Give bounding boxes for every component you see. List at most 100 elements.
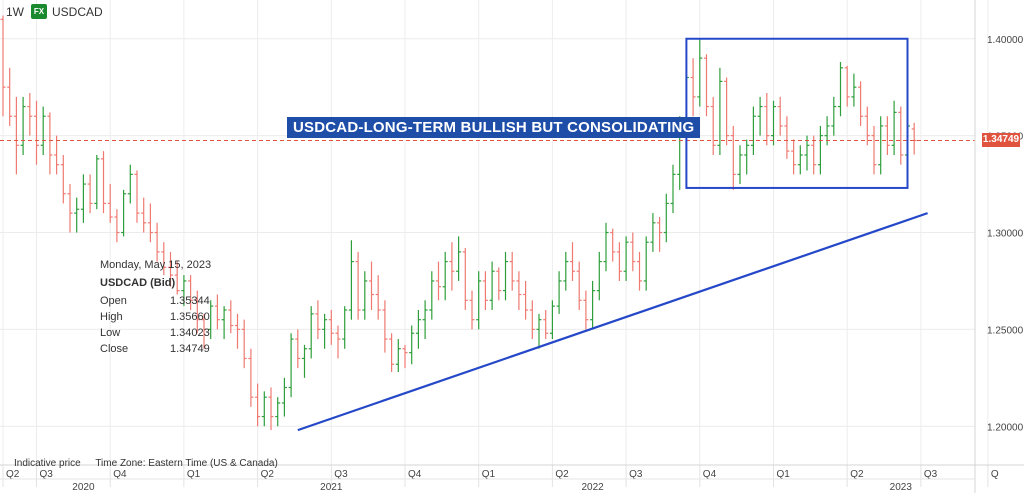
current-price-label: 1.34749 bbox=[982, 133, 1020, 148]
ohlc-bar bbox=[87, 174, 93, 214]
x-quarter-label: Q2 bbox=[6, 469, 20, 480]
x-quarter-label: Q1 bbox=[482, 469, 496, 480]
ohlc-bar bbox=[449, 242, 455, 291]
ohlc-bar bbox=[482, 271, 488, 310]
ohlc-bar bbox=[335, 325, 341, 359]
ohlc-bar bbox=[891, 100, 897, 155]
ohlc-bar bbox=[657, 217, 663, 252]
x-quarter-label: Q4 bbox=[113, 469, 127, 480]
ohlc-bar bbox=[549, 300, 555, 340]
ohlc-bar bbox=[168, 251, 173, 287]
ohlc-bar bbox=[476, 271, 482, 330]
ohlc-bar bbox=[610, 228, 616, 262]
ohlc-bar bbox=[811, 135, 817, 175]
x-year-label: 2023 bbox=[890, 482, 913, 493]
ohlc-bar bbox=[663, 193, 669, 243]
ohlc-bar bbox=[878, 116, 884, 175]
ohlc-bar bbox=[543, 310, 549, 340]
ohlc-bar bbox=[556, 271, 562, 314]
ohlc-bar bbox=[563, 251, 569, 291]
ohlc-bar bbox=[871, 125, 877, 175]
ohlc-bar bbox=[7, 67, 13, 126]
ohlc-bar bbox=[101, 151, 106, 214]
ohlc-bar bbox=[730, 125, 736, 190]
ohlc-bar bbox=[409, 325, 415, 365]
ohlc-bar bbox=[791, 139, 797, 175]
ohlc-bar bbox=[704, 54, 709, 117]
ohlc-bar bbox=[134, 170, 140, 223]
x-quarter-label: Q1 bbox=[777, 469, 791, 480]
ohlc-bar bbox=[764, 93, 770, 146]
ohlc-bar bbox=[188, 275, 194, 310]
time-axis[interactable]: Q2 Q3 Q4 Q1 Q2 Q3 Q4 Q1 Q2 Q3 Q4 Q1 Q2 Q3 Q 2020 2021 202… bbox=[0, 464, 1024, 493]
y-tick-label: 1.30000 bbox=[987, 229, 1024, 240]
ohlc-bar bbox=[804, 135, 810, 171]
tooltip-title: USDCAD (Bid) bbox=[100, 277, 176, 289]
x-quarter-label: Q3 bbox=[40, 469, 54, 480]
ohlc-bar bbox=[60, 155, 66, 204]
ohlc-bar bbox=[121, 189, 127, 237]
x-quarter-label: Q2 bbox=[850, 469, 864, 480]
x-quarter-label: Q4 bbox=[703, 469, 717, 480]
ohlc-bar bbox=[54, 135, 60, 175]
ohlc-bar bbox=[496, 267, 502, 301]
ohlc-bar bbox=[201, 313, 207, 349]
x-year-label: 2020 bbox=[72, 482, 95, 493]
ohlc-bar bbox=[697, 38, 703, 107]
ohlc-bar bbox=[536, 313, 542, 349]
tooltip-value: 1.35344 bbox=[170, 295, 210, 307]
ohlc-bar bbox=[503, 251, 508, 301]
ohlc-bar bbox=[235, 313, 240, 349]
ohlc-bar bbox=[630, 232, 636, 272]
x-quarter-label: Q3 bbox=[629, 469, 643, 480]
y-tick-label: 1.40000 bbox=[987, 35, 1024, 46]
ohlc-bar bbox=[576, 261, 582, 310]
ohlc-bar bbox=[415, 310, 421, 349]
timeframe-label[interactable]: 1W bbox=[6, 5, 24, 19]
x-quarter-label: Q3 bbox=[924, 469, 938, 480]
ohlc-bar bbox=[94, 155, 100, 210]
ohlc-bar bbox=[27, 93, 33, 136]
ohlc-bar bbox=[194, 290, 200, 334]
ohlc-bar bbox=[214, 294, 220, 330]
ohlc-bar bbox=[831, 96, 837, 136]
ohlc-bar bbox=[268, 387, 274, 431]
ohlc-bar bbox=[583, 290, 589, 330]
ohlc-bar bbox=[308, 306, 314, 359]
ohlc-bar bbox=[750, 106, 756, 155]
ohlc-bar bbox=[322, 313, 328, 349]
ohlc-bar bbox=[375, 275, 381, 320]
symbol-label[interactable]: USDCAD bbox=[52, 5, 103, 19]
x-quarter-label: Q1 bbox=[187, 469, 201, 480]
consolidation-box bbox=[685, 37, 909, 189]
ohlc-bar bbox=[737, 145, 743, 185]
ohlc-bar bbox=[181, 275, 187, 307]
ohlc-bar bbox=[221, 306, 227, 340]
x-quarter-label: Q2 bbox=[261, 469, 275, 480]
tooltip-value: 1.34023 bbox=[170, 327, 210, 339]
ohlc-bar bbox=[40, 106, 46, 155]
tooltip-value: 1.35660 bbox=[170, 311, 210, 323]
ohlc-bar bbox=[864, 106, 870, 146]
ohlc-bar bbox=[241, 319, 247, 369]
tooltip-row-high: High 1.35660 bbox=[100, 309, 220, 325]
ohlc-bar bbox=[147, 203, 153, 243]
ohlc-bar bbox=[261, 391, 267, 427]
chart-footer-note: Indicative price Time Zone: Eastern Time… bbox=[14, 458, 290, 469]
tooltip-row-open: Open 1.35344 bbox=[100, 293, 220, 309]
annotation-banner: USDCAD-LONG-TERM BULLISH BUT CONSOLIDATI… bbox=[287, 117, 701, 138]
ohlc-bar bbox=[884, 116, 890, 155]
ohlc-bar bbox=[436, 261, 441, 301]
ohlc-bar bbox=[13, 96, 19, 175]
ohlc-bar bbox=[422, 300, 428, 340]
trendline bbox=[297, 212, 928, 432]
ohlc-bar bbox=[442, 251, 448, 301]
ohlc-bar bbox=[817, 125, 823, 175]
ohlc-bar bbox=[797, 145, 803, 175]
y-tick-label: 1.25000 bbox=[987, 325, 1024, 336]
ohlc-bar bbox=[623, 236, 629, 281]
ohlc-bar bbox=[342, 306, 348, 349]
ohlc-bar bbox=[724, 77, 730, 146]
